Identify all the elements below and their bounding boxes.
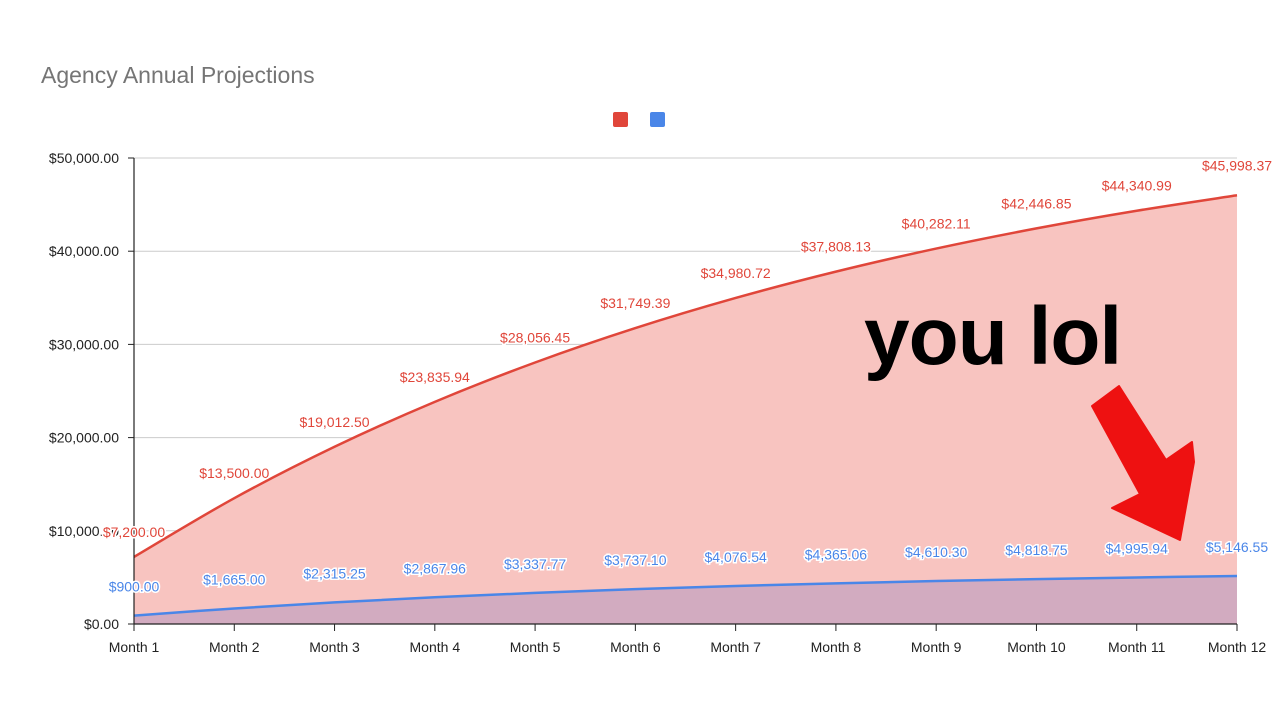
- y-tick-label: $10,000.00: [49, 523, 119, 539]
- data-label: $900.00: [109, 579, 160, 595]
- data-label: $13,500.00: [199, 465, 269, 481]
- data-label: $28,056.45: [500, 330, 570, 346]
- x-tick-label: Month 2: [209, 639, 260, 655]
- legend-swatch-series-1[interactable]: [613, 112, 628, 127]
- data-label: $4,610.30: [905, 544, 967, 560]
- legend-swatch-series-2[interactable]: [650, 112, 665, 127]
- x-tick-label: Month 5: [510, 639, 561, 655]
- chart-title: Agency Annual Projections: [41, 62, 315, 88]
- data-label: $1,665.00: [203, 571, 265, 587]
- data-label: $5,146.55: [1206, 539, 1268, 555]
- y-tick-label: $30,000.00: [49, 336, 119, 352]
- series-areas: [134, 195, 1237, 624]
- x-tick-label: Month 6: [610, 639, 661, 655]
- series-2-line: [133, 574, 1238, 617]
- data-label: $2,315.25: [303, 565, 365, 581]
- data-label: $40,282.11: [902, 216, 971, 232]
- x-tick-label: Month 3: [309, 639, 360, 655]
- data-label: $4,818.75: [1005, 542, 1067, 558]
- x-tick-label: Month 10: [1007, 639, 1066, 655]
- data-labels: $7,200.00 $13,500.00 $19,012.50 $23,835.94 $…: [101, 156, 1273, 596]
- axes: $0.00 $10,000.00 $20,000.00 $30,000.00 $40,0…: [49, 150, 1266, 655]
- x-tick-label: Month 1: [109, 639, 160, 655]
- y-tick-label: $40,000.00: [49, 243, 119, 259]
- data-label: $34,980.72: [701, 265, 771, 281]
- y-tick-label: $20,000.00: [49, 430, 119, 446]
- y-tick-label: $50,000.00: [49, 150, 119, 166]
- data-label: $3,737.10: [604, 552, 666, 568]
- data-label: $44,340.99: [1102, 178, 1172, 194]
- data-label: $42,446.85: [1001, 195, 1071, 211]
- series-2-area: [134, 576, 1237, 624]
- x-tick-label: Month 11: [1108, 639, 1166, 655]
- series-1-line: [133, 194, 1238, 558]
- x-tick-label: Month 12: [1208, 639, 1267, 655]
- data-label: $7,200.00: [103, 524, 165, 540]
- x-tick-label: Month 7: [710, 639, 761, 655]
- x-tick-label: Month 8: [811, 639, 862, 655]
- data-label: $19,012.50: [300, 414, 370, 430]
- data-label: $37,808.13: [801, 239, 871, 255]
- data-label: $23,835.94: [400, 369, 470, 385]
- x-tick-label: Month 4: [410, 639, 461, 655]
- data-label: $4,995.94: [1106, 540, 1168, 556]
- data-label: $4,076.54: [704, 549, 766, 565]
- overlay-caption: you lol: [864, 291, 1122, 382]
- annotation-arrow: [1091, 385, 1195, 541]
- data-label: $45,998.37: [1202, 157, 1272, 173]
- arrow-icon: [1091, 385, 1195, 541]
- x-tick-label: Month 9: [911, 639, 962, 655]
- data-label: $3,337.77: [504, 556, 566, 572]
- data-label: $31,749.39: [600, 295, 670, 311]
- series-lines: [133, 194, 1238, 617]
- data-label: $2,867.96: [404, 560, 466, 576]
- data-label: $4,365.06: [805, 546, 867, 562]
- series-1-area: [134, 195, 1237, 624]
- y-tick-label: $0.00: [84, 616, 119, 632]
